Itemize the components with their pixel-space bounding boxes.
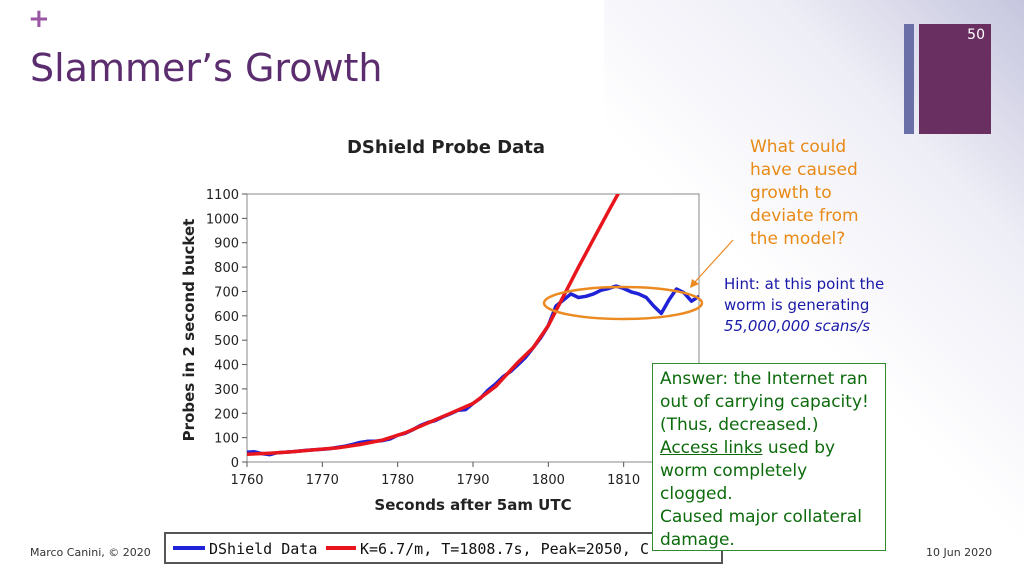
x-tick-label: 1760 — [230, 473, 263, 488]
footer-author: Marco Canini, © 2020 — [30, 546, 151, 559]
answer-line-1: Answer: the Internet ran out of carrying… — [660, 369, 869, 412]
question-text: What could have caused growth to deviate… — [750, 137, 859, 249]
y-tick-label: 900 — [214, 237, 239, 252]
y-axis-label: Probes in 2 second bucket — [180, 219, 198, 442]
highlight-ellipse — [542, 285, 704, 321]
x-ticks: 1760 1770 1780 1790 1800 1810 — [230, 462, 640, 488]
plot-area — [246, 193, 700, 463]
answer-line-3: used by worm completely clogged. — [660, 438, 836, 504]
legend-label-dshield-data: DShield Data — [209, 540, 317, 558]
y-tick-label: 0 — [231, 456, 239, 471]
y-ticks: 0 100 200 300 400 500 600 700 800 900 1000 1100 — [206, 188, 247, 471]
accent-bar-blue — [904, 24, 914, 134]
series-model-line — [247, 194, 621, 456]
y-tick-label: 400 — [214, 359, 239, 374]
page-number: 50 — [967, 27, 985, 43]
x-tick-label: 1810 — [607, 473, 640, 488]
y-tick-label: 1000 — [206, 212, 239, 227]
hint-arrow — [690, 239, 734, 288]
y-tick-label: 600 — [214, 310, 239, 325]
slide-title: Slammer’s Growth — [30, 46, 383, 90]
x-tick-label: 1780 — [381, 473, 414, 488]
chart-title: DShield Probe Data — [347, 137, 545, 158]
plus-icon: + — [28, 4, 50, 34]
legend-box — [164, 532, 723, 564]
accent-bar-purple — [919, 24, 991, 134]
legend: DShield Data K=6.7/m, T=1808.7s, Peak=20… — [164, 532, 723, 564]
x-tick-label: 1800 — [532, 473, 565, 488]
hint-text: Hint: at this point the worm is generati… — [724, 274, 894, 337]
y-tick-label: 500 — [214, 334, 239, 349]
answer-box: Answer: the Internet ran out of carrying… — [652, 363, 886, 551]
hint-emphasis: 55,000,000 scans/s — [724, 317, 871, 335]
y-tick-label: 100 — [214, 432, 239, 447]
y-tick-label: 200 — [214, 407, 239, 422]
access-links-link[interactable]: Access links — [660, 438, 763, 458]
x-tick-label: 1790 — [456, 473, 489, 488]
legend-label-model: K=6.7/m, T=1808.7s, Peak=2050, C — [360, 540, 649, 558]
y-tick-label: 1100 — [206, 188, 239, 203]
answer-line-4: Caused major collateral damage. — [660, 507, 862, 550]
answer-line-2: (Thus, decreased.) — [660, 415, 819, 435]
x-tick-label: 1770 — [306, 473, 339, 488]
hint-lead: Hint: at this point the worm is generati… — [724, 275, 885, 314]
y-tick-label: 300 — [214, 383, 239, 398]
y-tick-label: 800 — [214, 261, 239, 276]
x-axis-label: Seconds after 5am UTC — [374, 496, 571, 514]
footer-date: 10 Jun 2020 — [926, 546, 993, 559]
y-tick-label: 700 — [214, 285, 239, 300]
